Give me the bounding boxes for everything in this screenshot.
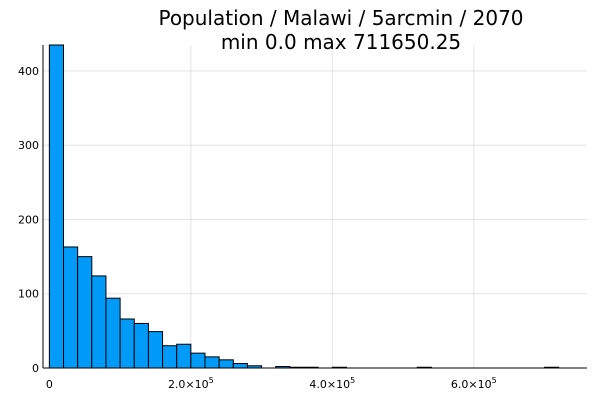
chart-title-line-2: min 0.0 max 711650.25	[221, 30, 461, 54]
axes	[42, 45, 587, 369]
histogram-bar	[48, 44, 65, 369]
histogram-bar	[105, 297, 121, 369]
y-tick-label: 300	[18, 139, 39, 152]
histogram-bar	[190, 352, 206, 369]
y-tick-label: 400	[18, 65, 39, 78]
histogram-bar	[176, 343, 192, 369]
x-tick-label: 2.0×105	[168, 376, 214, 391]
histogram-bar	[133, 322, 149, 369]
histogram-bar	[218, 359, 234, 369]
histogram-bar	[77, 256, 93, 369]
histogram-bar	[63, 246, 79, 369]
x-tick-label: 6.0×105	[451, 376, 497, 391]
y-tick-label: 0	[32, 362, 39, 375]
histogram-bar	[162, 345, 178, 369]
y-tick-label: 200	[18, 213, 39, 226]
x-tick-label: 4.0×105	[309, 376, 355, 391]
tick-labels: 0 2.0×105 4.0×105 6.0×105 0 100 200 300 400	[18, 65, 497, 391]
histogram-bars	[48, 44, 560, 369]
y-tick-label: 100	[18, 288, 39, 301]
histogram-bar	[232, 363, 248, 369]
histogram-bar	[91, 275, 107, 369]
histogram-bar	[204, 356, 220, 369]
x-tick-label: 0	[46, 378, 53, 391]
histogram-bar	[147, 331, 164, 369]
chart-title-line-1: Population / Malawi / 5arcmin / 2070	[158, 6, 523, 30]
histogram-bar	[119, 318, 135, 369]
